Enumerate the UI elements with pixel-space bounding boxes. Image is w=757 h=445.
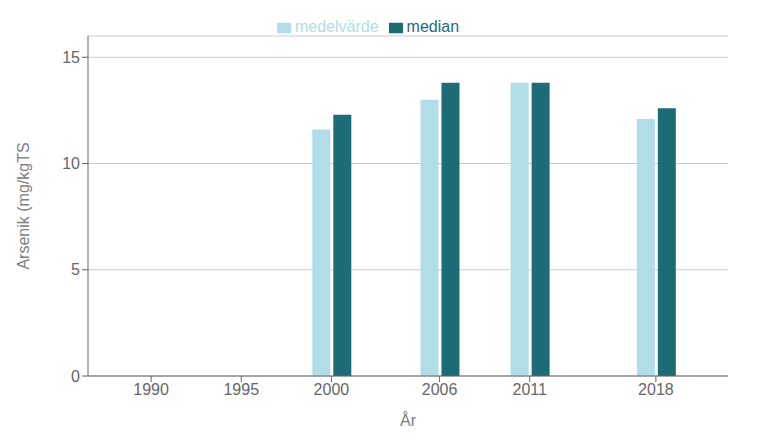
svg-text:1990: 1990 xyxy=(133,381,169,398)
svg-text:10: 10 xyxy=(62,155,80,172)
svg-text:1995: 1995 xyxy=(223,381,259,398)
svg-text:2011: 2011 xyxy=(512,381,547,398)
html-text:median: median xyxy=(406,18,459,35)
svg-text:15: 15 xyxy=(62,49,80,66)
html-text:medelvärde: medelvärde xyxy=(295,18,379,35)
svg-text:2018: 2018 xyxy=(638,381,674,398)
svg-text:2006: 2006 xyxy=(422,381,458,398)
svg-text:År: År xyxy=(400,411,417,429)
svg-text:Arsenik (mg/kgTS: Arsenik (mg/kgTS xyxy=(15,142,32,269)
svg-text:0: 0 xyxy=(71,368,80,385)
svg-text:2000: 2000 xyxy=(314,381,350,398)
svg-text:5: 5 xyxy=(71,261,80,278)
